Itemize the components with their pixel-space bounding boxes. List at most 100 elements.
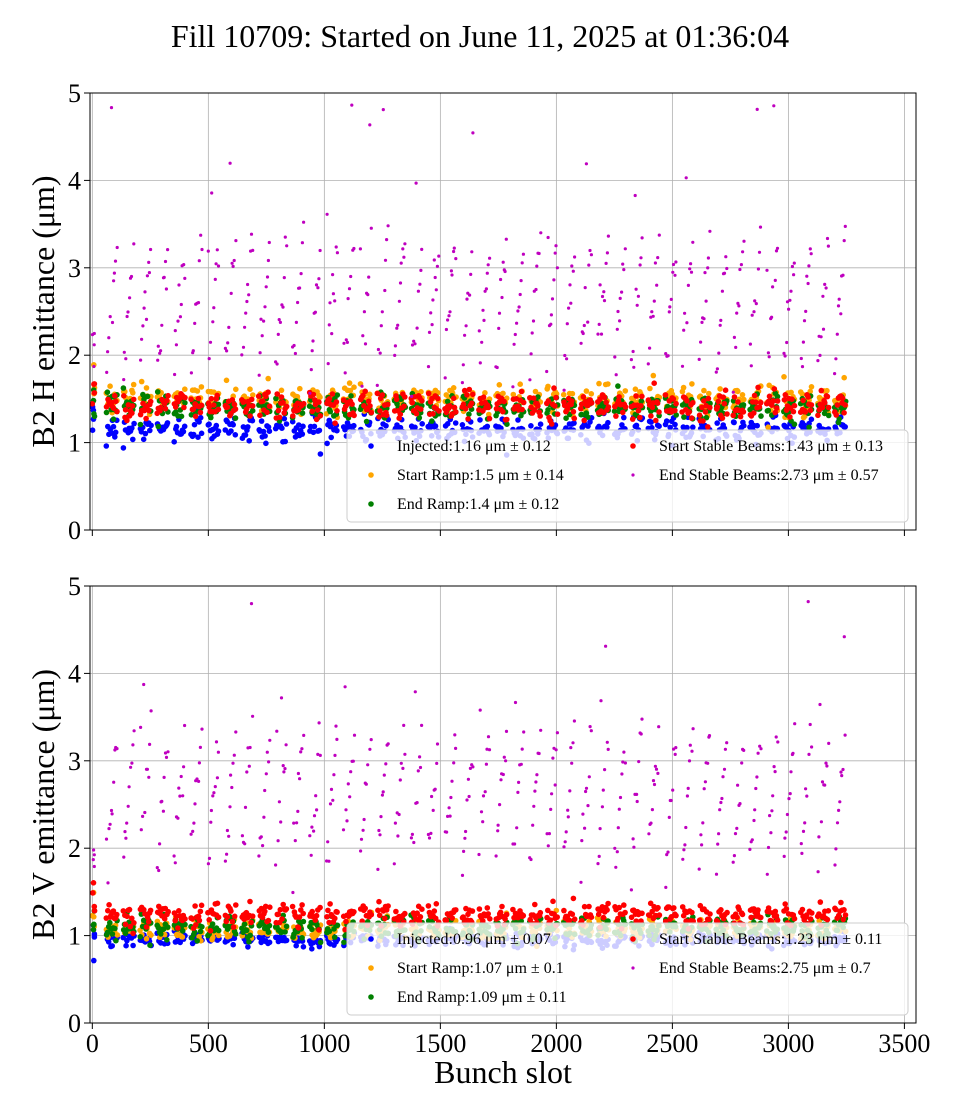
data-point xyxy=(707,404,713,411)
data-point xyxy=(793,722,797,726)
data-point xyxy=(209,808,213,813)
data-point xyxy=(446,814,450,819)
data-point xyxy=(518,412,524,419)
data-point xyxy=(554,748,558,752)
data-point xyxy=(834,847,838,851)
data-point xyxy=(426,365,431,369)
data-point xyxy=(192,413,199,420)
data-point xyxy=(145,274,149,278)
data-point xyxy=(112,429,119,436)
legend-entry: End Ramp:1.4 μm ± 0.12 xyxy=(397,496,559,513)
data-point xyxy=(331,292,335,296)
data-point xyxy=(605,419,611,426)
data-point xyxy=(190,406,197,412)
data-point xyxy=(601,394,608,401)
data-point xyxy=(312,829,316,833)
legend-marker xyxy=(368,994,374,1000)
data-point xyxy=(563,840,567,844)
data-point xyxy=(262,319,266,323)
data-point xyxy=(418,755,422,759)
data-point xyxy=(706,256,711,260)
data-point xyxy=(213,785,217,789)
data-point xyxy=(352,246,356,251)
data-point xyxy=(249,232,254,236)
data-point xyxy=(324,914,330,920)
data-point xyxy=(684,398,690,404)
data-point xyxy=(719,415,726,421)
data-point xyxy=(227,325,231,329)
data-point xyxy=(92,848,96,852)
data-point xyxy=(545,907,551,914)
data-point xyxy=(837,808,841,813)
data-point xyxy=(600,805,605,809)
data-point xyxy=(468,293,472,297)
data-point xyxy=(519,406,525,413)
data-point xyxy=(240,424,247,430)
data-point xyxy=(839,312,843,316)
data-point xyxy=(618,319,622,323)
data-point xyxy=(114,932,121,938)
data-point xyxy=(124,913,130,920)
data-point xyxy=(515,826,519,830)
data-point xyxy=(718,907,724,913)
data-point xyxy=(274,391,281,397)
data-point xyxy=(296,918,302,925)
data-point xyxy=(572,719,577,723)
data-point xyxy=(172,404,179,410)
data-point xyxy=(264,772,268,776)
data-point xyxy=(684,424,690,431)
data-point xyxy=(300,423,306,430)
data-point xyxy=(469,272,473,276)
data-point xyxy=(754,302,758,306)
data-point xyxy=(836,416,842,422)
data-point xyxy=(617,807,621,811)
data-point xyxy=(553,394,559,401)
data-point xyxy=(551,385,557,391)
data-point xyxy=(263,440,269,447)
data-point xyxy=(198,902,205,909)
data-point xyxy=(504,237,508,241)
data-point xyxy=(664,885,668,890)
data-point xyxy=(164,755,169,760)
data-point xyxy=(300,910,307,917)
data-point xyxy=(791,915,798,922)
data-point xyxy=(782,901,788,907)
data-point xyxy=(419,268,423,272)
data-point xyxy=(611,408,618,415)
data-point xyxy=(110,320,115,325)
data-point xyxy=(161,915,168,922)
data-point xyxy=(142,306,146,310)
data-point xyxy=(416,769,420,773)
data-point xyxy=(460,381,464,385)
data-point xyxy=(335,251,339,255)
data-point xyxy=(531,823,535,827)
y-tick-label: 2 xyxy=(68,834,81,863)
data-point xyxy=(466,777,470,781)
data-point xyxy=(129,915,135,922)
data-point xyxy=(91,381,98,387)
data-point xyxy=(290,413,296,419)
data-point xyxy=(807,264,811,268)
data-point xyxy=(385,903,391,909)
data-point xyxy=(447,314,451,318)
data-point xyxy=(674,746,678,750)
data-point xyxy=(789,396,795,403)
data-point xyxy=(499,778,503,782)
data-point xyxy=(206,917,212,923)
data-point xyxy=(207,357,211,361)
data-point xyxy=(836,304,841,308)
data-point xyxy=(177,283,181,287)
data-point xyxy=(841,767,845,772)
data-point xyxy=(107,827,111,831)
data-point xyxy=(459,422,466,428)
data-point xyxy=(366,391,373,398)
data-point xyxy=(471,131,475,135)
data-point xyxy=(479,810,484,814)
data-point xyxy=(127,785,131,789)
data-point xyxy=(818,353,822,357)
data-point xyxy=(224,914,231,920)
data-point xyxy=(189,371,193,375)
data-point xyxy=(158,351,162,355)
data-point xyxy=(308,391,312,395)
data-point xyxy=(198,745,202,750)
